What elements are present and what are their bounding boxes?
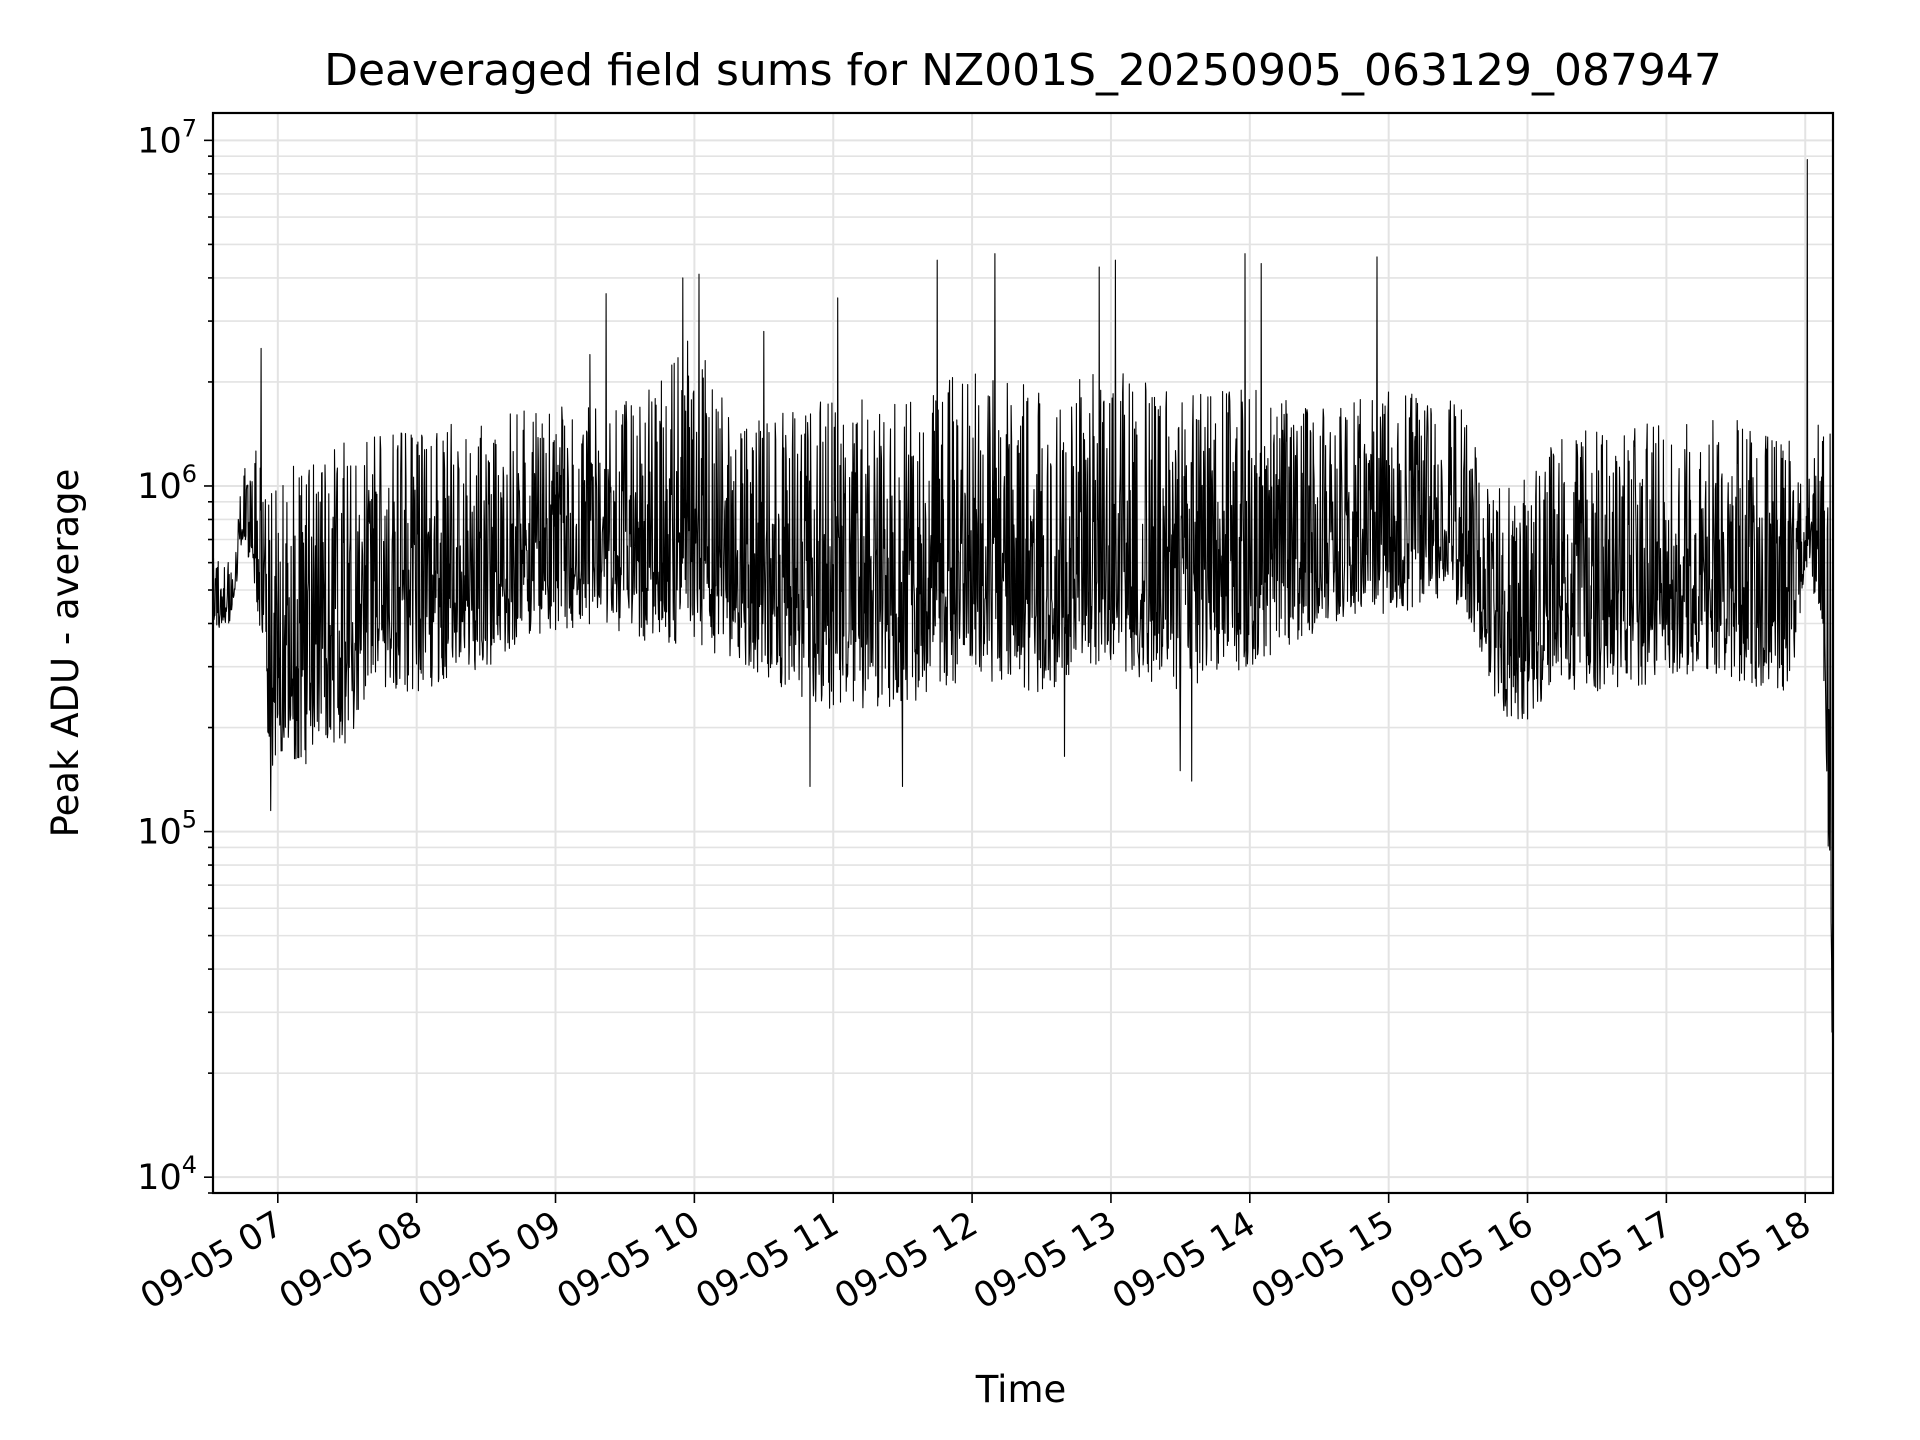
y-tick-exponent: 5 — [182, 806, 197, 834]
y-tick-exponent: 6 — [182, 460, 197, 488]
y-tick-label: 105 — [137, 806, 197, 853]
y-tick-base: 10 — [137, 813, 182, 853]
y-tick-label: 104 — [137, 1151, 197, 1198]
y-tick-label: 106 — [137, 460, 197, 507]
plot-frame — [211, 111, 1835, 1195]
x-axis-label: Time — [975, 1368, 1067, 1411]
grid — [213, 113, 1833, 1194]
y-tick-base: 10 — [137, 1158, 182, 1198]
y-tick-exponent: 4 — [182, 1151, 197, 1179]
y-axis-label: Peak ADU - average — [44, 469, 87, 838]
chart-title: Deaveraged field sums for NZ001S_2025090… — [324, 45, 1722, 96]
y-tick-exponent: 7 — [182, 114, 197, 142]
y-tick-base: 10 — [137, 121, 182, 161]
y-tick-base: 10 — [137, 467, 182, 507]
plot-area — [212, 159, 1834, 1121]
y-tick-label: 107 — [137, 114, 197, 161]
series-line — [212, 159, 1834, 1121]
